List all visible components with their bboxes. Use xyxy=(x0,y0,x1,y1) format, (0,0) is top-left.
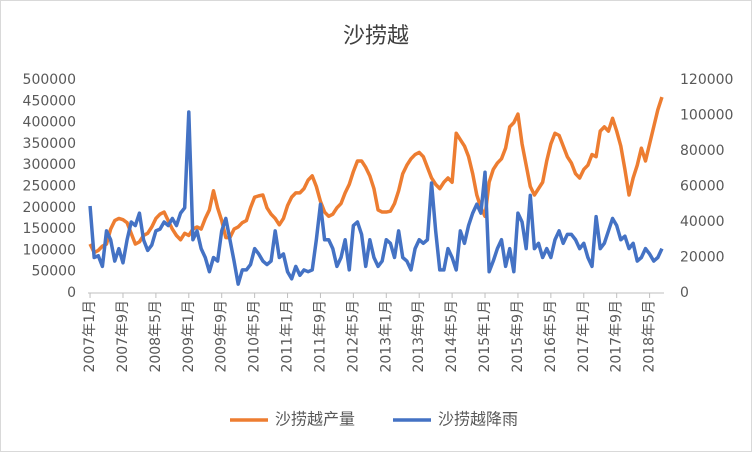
y-tick-label: 100000 xyxy=(23,242,76,258)
y-tick-label: 250000 xyxy=(23,179,76,195)
x-tick-label: 2014年5月 xyxy=(444,300,460,373)
x-tick-label: 2011年9月 xyxy=(312,300,328,373)
x-tick-label: 2007年9月 xyxy=(115,300,131,373)
x-tick-label: 2011年1月 xyxy=(280,300,296,373)
y-tick-label: 400000 xyxy=(23,115,76,131)
y-tick-label: 200000 xyxy=(23,200,76,216)
series-line xyxy=(88,96,664,255)
y2-tick-label: 0 xyxy=(680,285,689,301)
series-line xyxy=(88,110,664,286)
y2-tick-label: 40000 xyxy=(680,214,725,230)
legend-label: 沙捞越产量 xyxy=(275,410,355,429)
x-tick-label: 2015年1月 xyxy=(477,300,493,373)
x-tick-label: 2017年9月 xyxy=(609,300,625,373)
y-tick-label: 350000 xyxy=(23,136,76,152)
y2-tick-label: 20000 xyxy=(680,250,725,266)
x-tick-label: 2008年5月 xyxy=(148,300,164,373)
y2-tick-label: 60000 xyxy=(680,179,725,195)
x-tick-label: 2018年5月 xyxy=(642,300,658,373)
x-tick-label: 2009年9月 xyxy=(214,300,230,373)
x-tick-label: 2013年1月 xyxy=(378,300,394,373)
x-tick-label: 2017年1月 xyxy=(576,300,592,373)
y2-tick-label: 100000 xyxy=(680,108,733,124)
y-tick-label: 300000 xyxy=(23,157,76,173)
y-tick-label: 50000 xyxy=(31,264,76,280)
x-tick-label: 2013年9月 xyxy=(411,300,427,373)
x-tick-label: 2007年1月 xyxy=(82,300,98,373)
x-tick-label: 2015年9月 xyxy=(510,300,526,373)
x-tick-label: 2012年5月 xyxy=(345,300,361,373)
legend-label: 沙捞越降雨 xyxy=(438,410,518,429)
y-tick-label: 500000 xyxy=(23,72,76,88)
chart-title: 沙捞越 xyxy=(343,24,409,49)
y-tick-label: 0 xyxy=(67,285,76,301)
y2-tick-label: 120000 xyxy=(680,72,733,88)
x-tick-label: 2010年5月 xyxy=(247,300,263,373)
y-tick-label: 450000 xyxy=(23,93,76,109)
x-tick-label: 2016年5月 xyxy=(543,300,559,373)
x-tick-label: 2009年1月 xyxy=(181,300,197,373)
y2-tick-label: 80000 xyxy=(680,143,725,159)
y-tick-label: 150000 xyxy=(23,221,76,237)
